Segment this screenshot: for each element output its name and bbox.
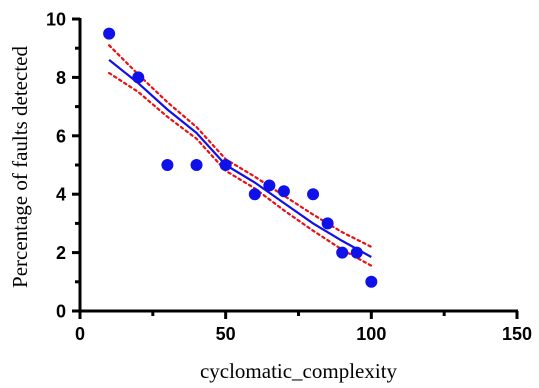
data-point: [161, 159, 174, 171]
data-point: [248, 188, 261, 201]
data-point: [307, 188, 320, 201]
data-point: [321, 217, 334, 230]
data-point: [132, 71, 145, 84]
fit-line-layer: [108, 59, 372, 258]
data-point: [365, 275, 378, 288]
data-point: [190, 159, 203, 171]
y-tick-label: 6: [56, 126, 66, 146]
x-axis-title: cyclomatic_complexity: [200, 359, 398, 383]
confidence-band: [108, 44, 373, 267]
data-point: [336, 246, 349, 259]
axes: [78, 18, 518, 313]
ci-lower-line: [108, 71, 373, 267]
data-point: [263, 179, 276, 192]
y-axis-ticks: 0 2 4 6 8 10: [46, 10, 80, 322]
fit-line: [108, 59, 372, 258]
y-tick-label: 8: [56, 68, 66, 88]
y-axis-title: Percentage of faults detected: [8, 46, 32, 288]
data-point: [103, 27, 116, 40]
y-tick-label: 2: [56, 243, 66, 263]
x-tick-label: 0: [75, 324, 85, 344]
y-tick-label: 0: [56, 302, 66, 322]
ci-upper-line: [108, 44, 373, 248]
x-tick-label: 50: [216, 324, 236, 344]
x-axis-ticks: 0 50 100 150: [75, 311, 532, 344]
data-point: [277, 185, 290, 198]
y-tick-label: 10: [46, 10, 66, 30]
x-tick-label: 150: [502, 324, 532, 344]
data-points: [103, 27, 378, 288]
x-tick-label: 100: [356, 324, 386, 344]
y-tick-label: 4: [56, 185, 66, 205]
data-point: [350, 246, 363, 259]
data-point: [219, 159, 232, 171]
